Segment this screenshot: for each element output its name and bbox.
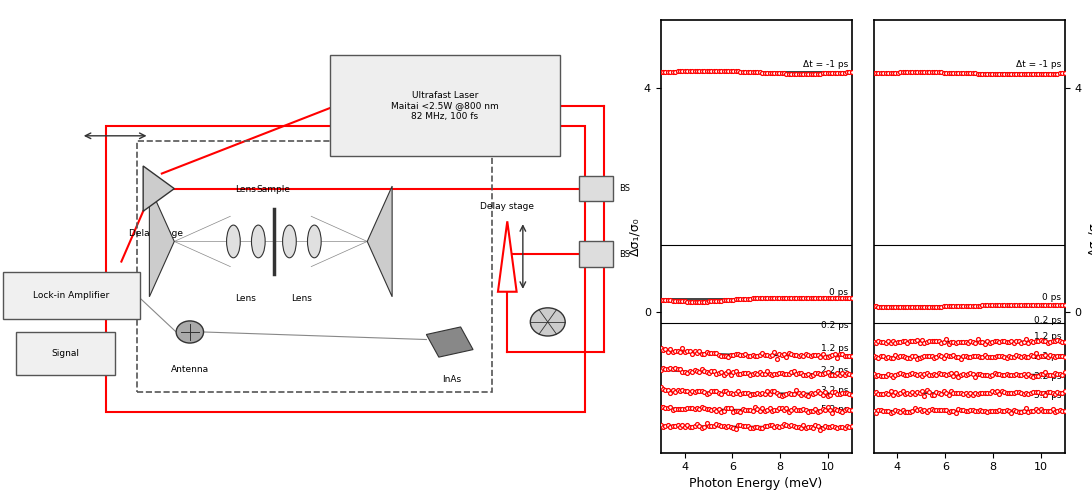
Text: BS: BS [619,249,630,259]
Polygon shape [426,327,473,357]
FancyBboxPatch shape [15,332,115,375]
Text: 1.2 ps: 1.2 ps [821,344,848,353]
Ellipse shape [251,225,265,258]
Polygon shape [143,166,175,211]
Polygon shape [150,186,175,297]
Y-axis label: Δσ₁/σ₀: Δσ₁/σ₀ [628,217,641,256]
Text: Lock-in Amplifier: Lock-in Amplifier [34,291,109,300]
Polygon shape [367,186,392,297]
Text: Sample: Sample [257,185,290,194]
Polygon shape [498,221,517,292]
Text: Antenna: Antenna [170,365,209,374]
Text: 5.2 ps: 5.2 ps [1034,391,1061,400]
Text: 3.2 ps: 3.2 ps [1034,372,1061,381]
FancyBboxPatch shape [330,55,560,156]
Text: 1.2 ps: 1.2 ps [1034,332,1061,342]
Text: Signal: Signal [51,349,80,358]
FancyBboxPatch shape [3,272,140,319]
Text: Delay stage: Delay stage [129,229,182,238]
Ellipse shape [226,225,240,258]
Ellipse shape [283,225,296,258]
Ellipse shape [308,225,321,258]
Text: 2.2 ps: 2.2 ps [1034,352,1061,361]
Text: Lens: Lens [292,294,312,303]
Bar [579,241,613,267]
Text: InAs: InAs [441,375,461,384]
Text: 0 ps: 0 ps [829,288,848,297]
Text: 2.2 ps: 2.2 ps [821,366,848,375]
Text: Lens: Lens [236,294,257,303]
Text: Δt = -1 ps: Δt = -1 ps [803,60,848,69]
Text: 3.2 ps: 3.2 ps [821,386,848,395]
Y-axis label: Δσ₂/σ₀: Δσ₂/σ₀ [1088,217,1092,256]
Text: BS: BS [619,184,630,193]
Circle shape [531,308,566,336]
Text: Delay stage: Delay stage [480,202,534,211]
Text: 5.2 ps: 5.2 ps [821,405,848,414]
Text: Δt = -1 ps: Δt = -1 ps [1016,60,1061,69]
Bar [579,176,613,201]
Text: Ultrafast Laser
Maitai <2.5W @800 nm
82 MHz, 100 fs: Ultrafast Laser Maitai <2.5W @800 nm 82 … [391,91,499,121]
Text: 0.2 ps: 0.2 ps [1034,315,1061,324]
Text: 0 ps: 0 ps [1042,293,1061,302]
Text: 0.2 ps: 0.2 ps [821,321,848,330]
Circle shape [176,321,203,343]
Text: Lens: Lens [236,185,257,194]
Text: Photon Energy (meV): Photon Energy (meV) [689,477,822,490]
